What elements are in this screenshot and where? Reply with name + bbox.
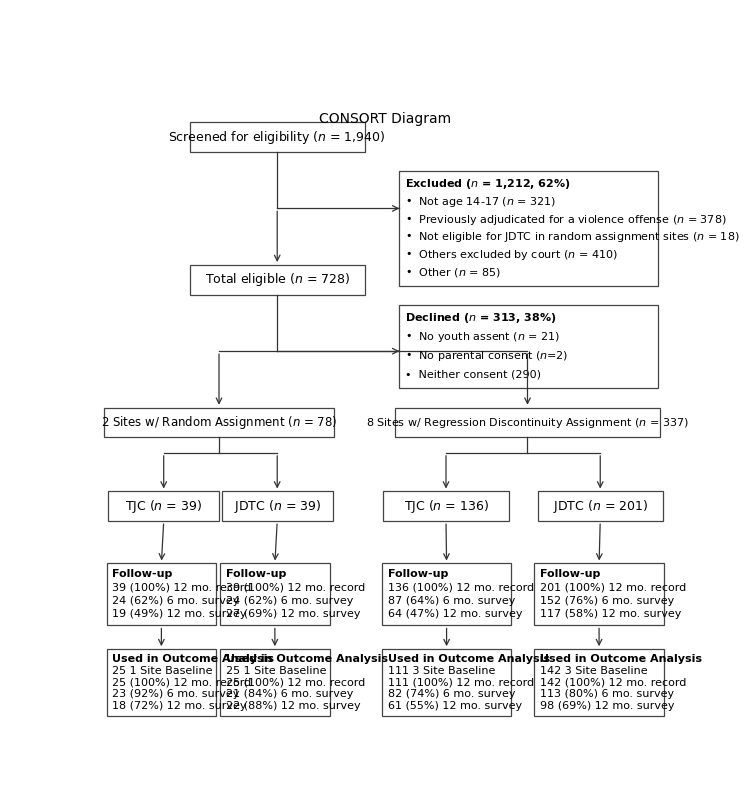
Bar <box>190 123 364 152</box>
Bar <box>538 492 663 521</box>
Text: 98 (69%) 12 mo. survey: 98 (69%) 12 mo. survey <box>540 701 675 711</box>
Text: CONSORT Diagram: CONSORT Diagram <box>319 112 451 127</box>
Bar <box>382 563 511 625</box>
Text: 61 (55%) 12 mo. survey: 61 (55%) 12 mo. survey <box>388 701 522 711</box>
Text: 22 (88%) 12 mo. survey: 22 (88%) 12 mo. survey <box>226 701 360 711</box>
Text: Used in Outcome Analysis: Used in Outcome Analysis <box>540 654 702 664</box>
Text: 152 (76%) 6 mo. survey: 152 (76%) 6 mo. survey <box>540 596 674 606</box>
Bar <box>107 563 216 625</box>
Text: 19 (49%) 12 mo. survey: 19 (49%) 12 mo. survey <box>113 609 247 620</box>
Bar <box>220 649 330 716</box>
Text: 201 (100%) 12 mo. record: 201 (100%) 12 mo. record <box>540 583 686 592</box>
Text: •  Not eligible for JDTC in random assignment sites ($n$ = 18): • Not eligible for JDTC in random assign… <box>406 231 740 244</box>
Text: 18 (72%) 12 mo. survey: 18 (72%) 12 mo. survey <box>113 701 247 711</box>
Bar <box>535 649 664 716</box>
Text: 25 1 Site Baseline: 25 1 Site Baseline <box>226 666 327 676</box>
Text: 136 (100%) 12 mo. record: 136 (100%) 12 mo. record <box>388 583 534 592</box>
Text: •  Other ($n$ = 85): • Other ($n$ = 85) <box>406 266 502 280</box>
Text: 21 (84%) 6 mo. survey: 21 (84%) 6 mo. survey <box>226 689 354 700</box>
Text: •  Neither consent (290): • Neither consent (290) <box>406 370 541 380</box>
Bar <box>104 408 334 438</box>
Text: 111 (100%) 12 mo. record: 111 (100%) 12 mo. record <box>388 678 534 688</box>
Text: 24 (62%) 6 mo. survey: 24 (62%) 6 mo. survey <box>113 596 240 606</box>
Text: 25 (100%) 12 mo. record: 25 (100%) 12 mo. record <box>226 678 365 688</box>
Text: TJC ($n$ = 136): TJC ($n$ = 136) <box>403 498 488 515</box>
Text: 25 1 Site Baseline: 25 1 Site Baseline <box>113 666 213 676</box>
Text: 25 (100%) 12 mo. record: 25 (100%) 12 mo. record <box>113 678 252 688</box>
Bar <box>535 563 664 625</box>
Bar <box>220 563 330 625</box>
Text: JDTC ($n$ = 39): JDTC ($n$ = 39) <box>234 498 321 515</box>
Text: 82 (74%) 6 mo. survey: 82 (74%) 6 mo. survey <box>388 689 515 700</box>
Text: Follow-up: Follow-up <box>388 570 448 580</box>
Text: 8 Sites w/ Regression Discontinuity Assignment ($n$ = 337): 8 Sites w/ Regression Discontinuity Assi… <box>366 416 689 430</box>
Text: TJC ($n$ = 39): TJC ($n$ = 39) <box>125 498 202 515</box>
Text: 87 (64%) 6 mo. survey: 87 (64%) 6 mo. survey <box>388 596 515 606</box>
Text: 142 3 Site Baseline: 142 3 Site Baseline <box>540 666 648 676</box>
Text: 39 (100%) 12 mo. record: 39 (100%) 12 mo. record <box>226 583 365 592</box>
Bar <box>400 171 659 286</box>
Text: Declined ($n$ = 313, 38%): Declined ($n$ = 313, 38%) <box>406 311 556 326</box>
Text: 64 (47%) 12 mo. survey: 64 (47%) 12 mo. survey <box>388 609 522 620</box>
Bar <box>222 492 333 521</box>
Text: JDTC ($n$ = 201): JDTC ($n$ = 201) <box>553 498 648 515</box>
Text: •  No youth assent ($n$ = 21): • No youth assent ($n$ = 21) <box>406 330 560 344</box>
Bar <box>400 305 659 388</box>
Bar <box>107 649 216 716</box>
Text: •  Others excluded by court ($n$ = 410): • Others excluded by court ($n$ = 410) <box>406 248 618 262</box>
Text: 113 (80%) 6 mo. survey: 113 (80%) 6 mo. survey <box>540 689 674 700</box>
Text: 111 3 Site Baseline: 111 3 Site Baseline <box>388 666 495 676</box>
Text: Used in Outcome Analysis: Used in Outcome Analysis <box>226 654 388 664</box>
Text: 24 (62%) 6 mo. survey: 24 (62%) 6 mo. survey <box>226 596 354 606</box>
Bar <box>382 649 511 716</box>
Text: 142 (100%) 12 mo. record: 142 (100%) 12 mo. record <box>540 678 686 688</box>
Bar <box>108 492 219 521</box>
Bar <box>384 492 508 521</box>
Text: 23 (92%) 6 mo. survey: 23 (92%) 6 mo. survey <box>113 689 240 700</box>
Text: Follow-up: Follow-up <box>540 570 601 580</box>
Text: Used in Outcome Analysis: Used in Outcome Analysis <box>113 654 275 664</box>
Text: 117 (58%) 12 mo. survey: 117 (58%) 12 mo. survey <box>540 609 682 620</box>
Text: 39 (100%) 12 mo. record: 39 (100%) 12 mo. record <box>113 583 252 592</box>
Text: Follow-up: Follow-up <box>226 570 286 580</box>
Text: •  Previously adjudicated for a violence offense ($n$ = 378): • Previously adjudicated for a violence … <box>406 213 727 226</box>
Text: Total eligible ($n$ = 728): Total eligible ($n$ = 728) <box>204 272 350 289</box>
Text: Excluded ($n$ = 1,212, 62%): Excluded ($n$ = 1,212, 62%) <box>406 177 571 191</box>
Text: Follow-up: Follow-up <box>113 570 173 580</box>
Bar <box>395 408 660 438</box>
Text: 27 (69%) 12 mo. survey: 27 (69%) 12 mo. survey <box>226 609 360 620</box>
Text: •  Not age 14-17 ($n$ = 321): • Not age 14-17 ($n$ = 321) <box>406 195 556 209</box>
Text: Screened for eligibility ($n$ = 1,940): Screened for eligibility ($n$ = 1,940) <box>168 129 386 146</box>
Text: Used in Outcome Analysis: Used in Outcome Analysis <box>388 654 550 664</box>
Bar <box>190 265 364 295</box>
Text: •  No parental consent ($n$=2): • No parental consent ($n$=2) <box>406 349 569 363</box>
Text: 2 Sites w/ Random Assignment ($n$ = 78): 2 Sites w/ Random Assignment ($n$ = 78) <box>101 414 337 431</box>
